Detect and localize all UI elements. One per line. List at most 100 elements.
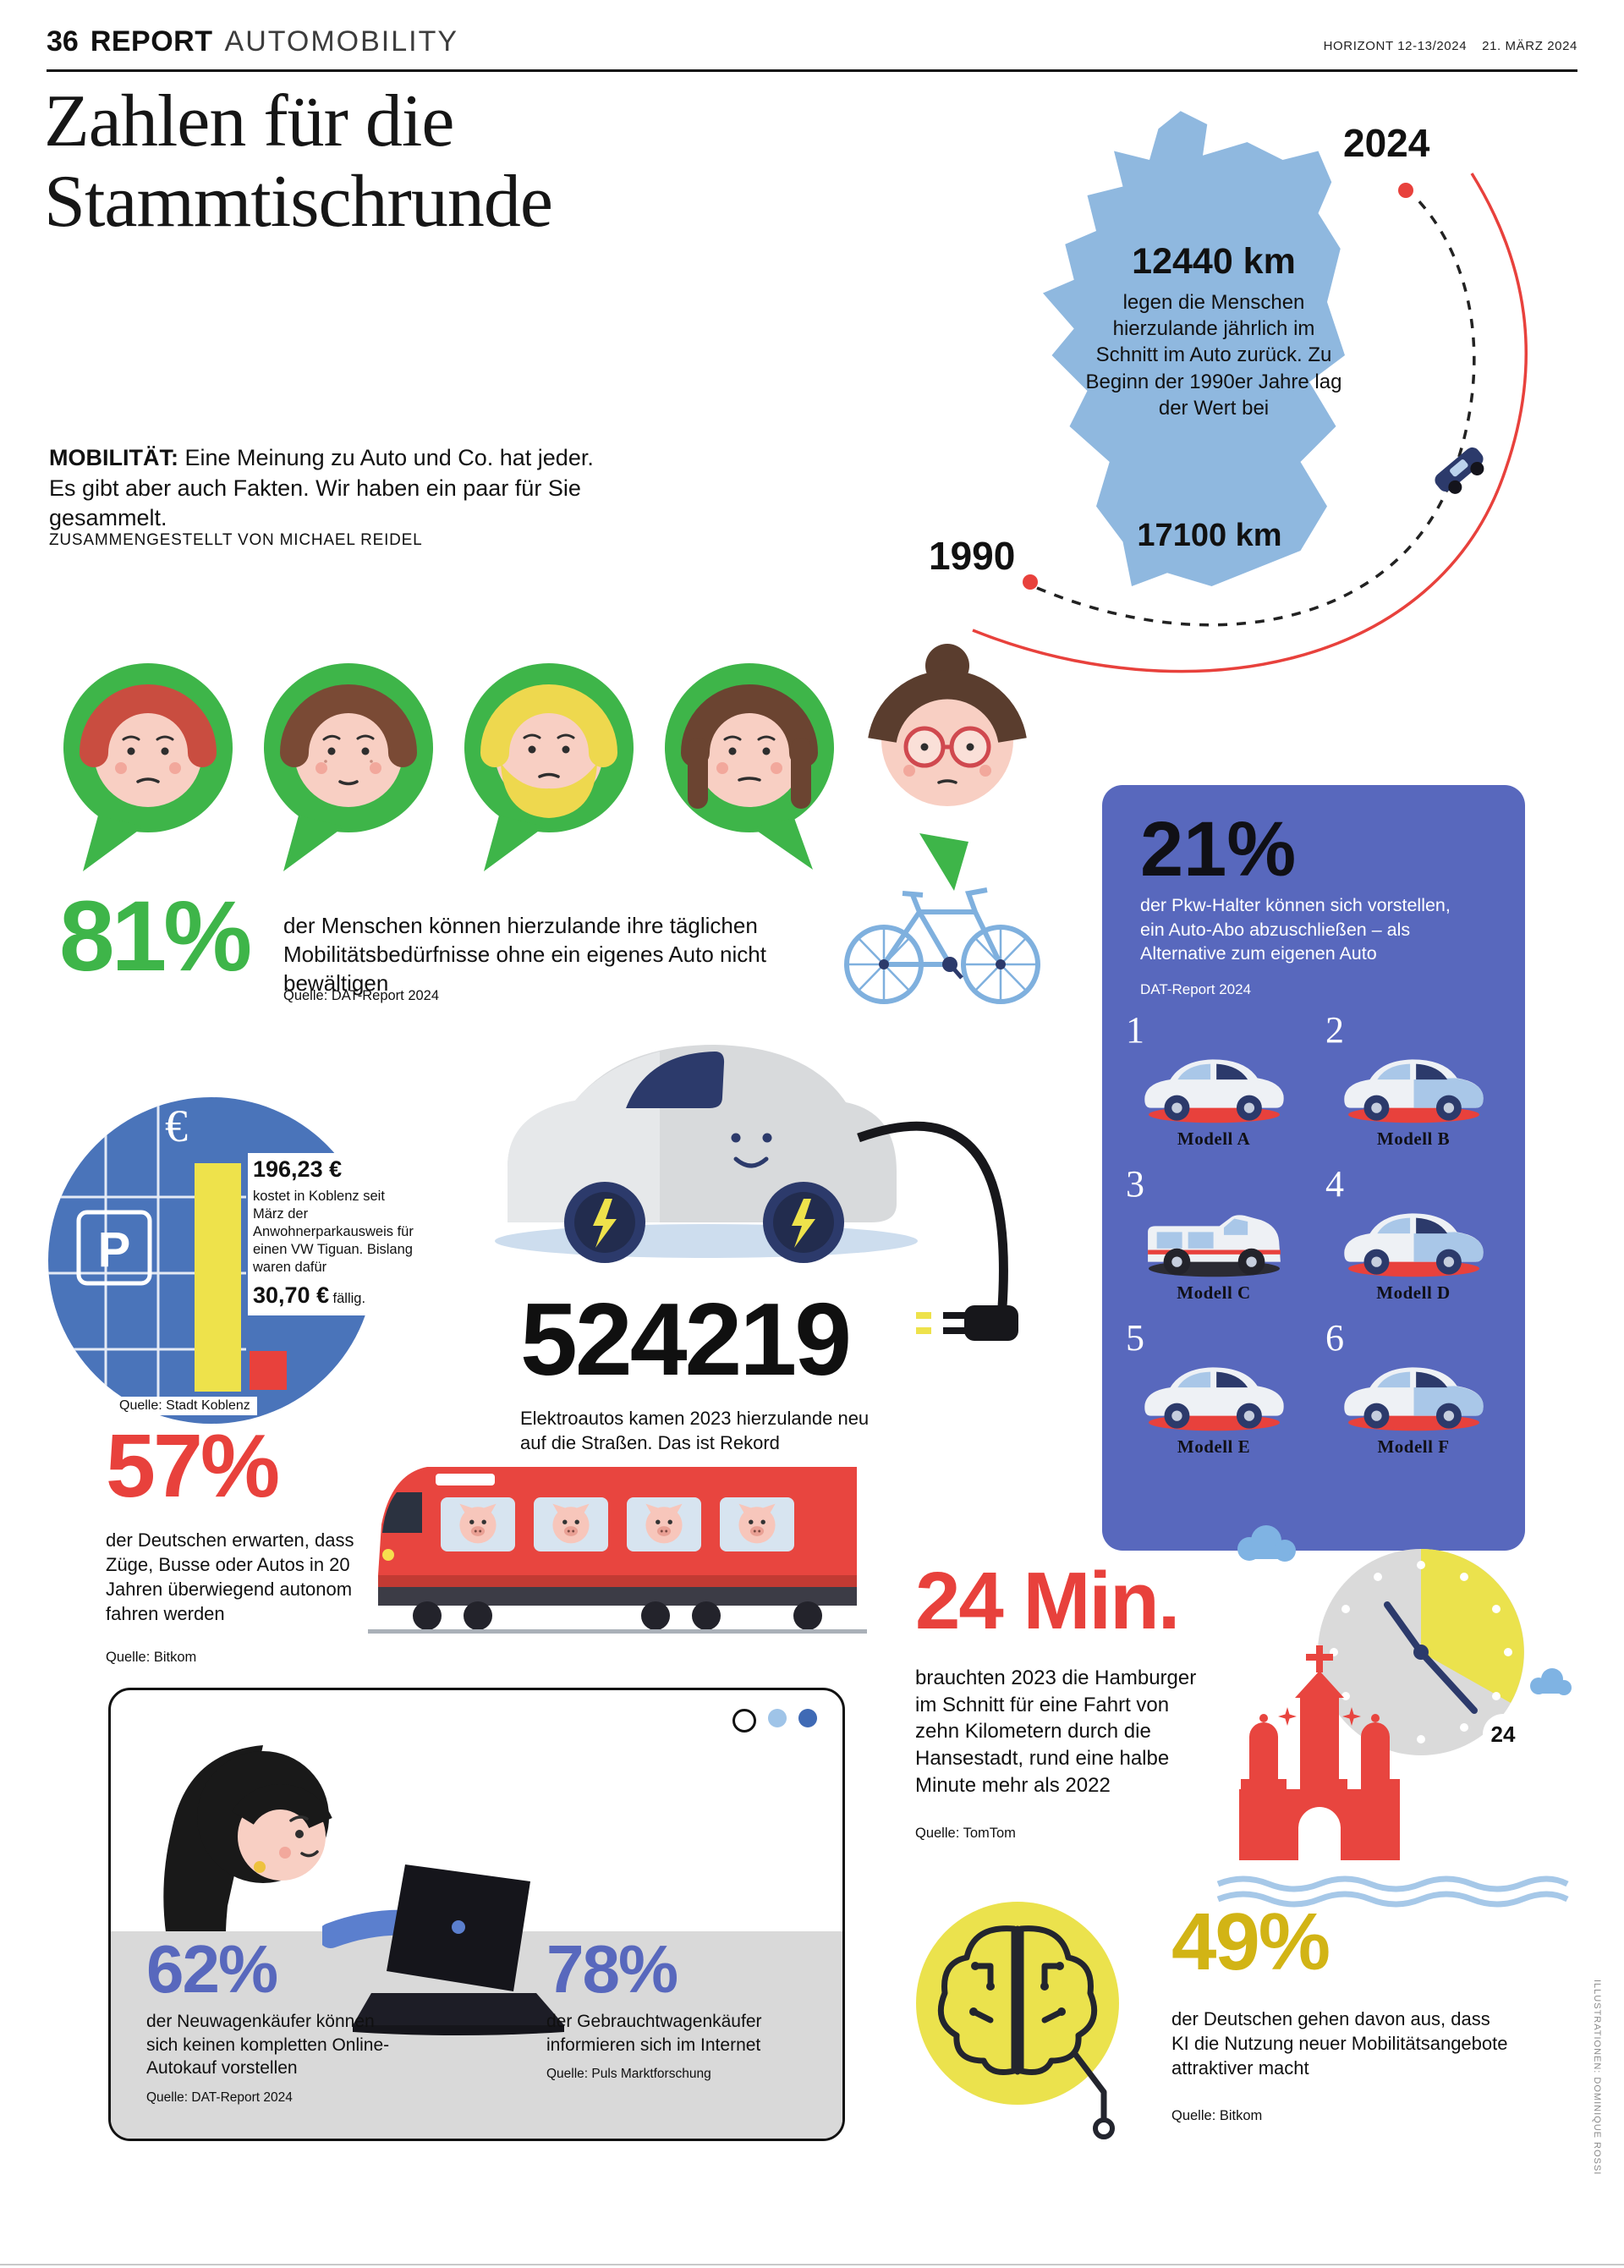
speech-bubble-face-5 <box>868 644 1027 891</box>
clock-label: 24 <box>1491 1722 1516 1747</box>
car-model-number: 3 <box>1126 1162 1144 1205</box>
small-car-icon <box>1435 447 1484 494</box>
germany-map-illustration <box>972 111 1528 673</box>
parking-suffix: fällig. <box>332 1290 366 1306</box>
header-rule <box>47 69 1577 72</box>
stat-no-car-text: der Menschen können hierzulande ihre täg… <box>283 913 766 996</box>
dot-2024 <box>1398 183 1413 198</box>
stat-hamburg-source: Quelle: TomTom <box>915 1826 1016 1841</box>
intro-line-2: Es gibt aber auch Fakten. Wir haben ein … <box>49 475 581 531</box>
car-model-label: Modell D <box>1376 1282 1451 1303</box>
car-model-cell: 4 Modell D <box>1317 1163 1510 1313</box>
stat-autonomous-text: der Deutschen erwarten, dass Züge, Busse… <box>106 1529 354 1625</box>
clock-hands <box>1384 1601 1478 1714</box>
euro-symbol: € <box>165 1101 188 1151</box>
ai-brain-illustration <box>916 1902 1119 2139</box>
car-icon <box>1136 1041 1292 1127</box>
price-bar-new <box>195 1163 241 1392</box>
germany-map-shape <box>1043 111 1345 586</box>
intro-line-1: Eine Meinung zu Auto und Co. hat jeder. <box>184 445 594 470</box>
clock-yellow-sector <box>1421 1549 1524 1703</box>
stat-online-left-text: der Neuwagenkäufer können sich keinen ko… <box>146 2012 390 2079</box>
stat-ev-text: Elektroautos kamen 2023 hierzulande neu … <box>520 1408 870 1454</box>
stat-used-car-buyers: 78% der Gebrauchtwagenkäufer informieren… <box>546 1936 800 2082</box>
stat-abo-value: 21% <box>1140 806 1297 892</box>
car-model-cell: 3 Modell C <box>1117 1162 1310 1313</box>
browser-dot-blue <box>798 1709 817 1727</box>
page-number: 36 <box>47 25 79 58</box>
car-model-number: 2 <box>1325 1008 1344 1051</box>
byline: ZUSAMMENGESTELLT VON MICHAEL REIDEL <box>49 531 423 549</box>
speech-bubble-face-3 <box>464 663 634 871</box>
car-model-cell: 2 Modell B <box>1317 1008 1510 1159</box>
red-arc <box>972 173 1528 673</box>
page-title: Zahlen für die Stammtischrunde <box>44 80 553 242</box>
issue-date: 21. MÄRZ 2024 <box>1482 39 1577 53</box>
hamburg-castle-icon <box>1239 1645 1400 1860</box>
car-icon <box>1336 1194 1492 1281</box>
car-model-number: 1 <box>1126 1008 1144 1051</box>
car-model-cell: 1 Modell A <box>1117 1008 1310 1159</box>
stat-ki-value: 49% <box>1171 1897 1330 1987</box>
price-bar-old <box>250 1351 287 1390</box>
car-model-grid: 1 Modell A 2 Modell B 3 Modell C 4 Model… <box>1117 1008 1510 1467</box>
car-model-label: Modell B <box>1376 1128 1451 1149</box>
parking-p-sign: P <box>98 1222 131 1277</box>
stat-autonomous-value: 57% <box>106 1416 280 1516</box>
parking-value-old: 30,70 € <box>253 1282 330 1308</box>
browser-dot-lightblue <box>768 1709 787 1727</box>
stat-ev-value: 524219 <box>520 1282 852 1397</box>
van-icon <box>1136 1194 1292 1281</box>
car-model-label: Modell A <box>1177 1128 1251 1149</box>
speech-bubble-face-2 <box>264 663 433 871</box>
train-illustration <box>368 1467 867 1634</box>
title-line-1: Zahlen für die <box>44 80 454 162</box>
dot-1990 <box>1023 574 1038 590</box>
browser-dot-outline <box>732 1709 756 1733</box>
section-title: REPORT <box>90 25 213 58</box>
cloud-icon <box>1237 1525 1572 1695</box>
stat-online-left-source: Quelle: DAT-Report 2024 <box>146 2090 293 2106</box>
stat-autonomous-source: Quelle: Bitkom <box>106 1650 197 1665</box>
laptop-illustration <box>353 1864 564 2035</box>
parking-text: kostet in Koblenz seit März der Anwohner… <box>253 1189 414 1276</box>
stat-online-right-source: Quelle: Puls Marktforschung <box>546 2067 711 2082</box>
browser-dots <box>732 1709 817 1733</box>
stat-abo-text: der Pkw-Halter können sich vorstellen, e… <box>1140 895 1451 964</box>
issue-label: HORIZONT 12-13/2024 <box>1323 39 1468 53</box>
intro-paragraph: MOBILITÄT: Eine Meinung zu Auto und Co. … <box>49 443 641 534</box>
parking-source: Quelle: Stadt Koblenz <box>112 1397 257 1415</box>
car-model-cell: 6 Modell F <box>1317 1316 1510 1467</box>
km-description: legen die Menschen hierzulande jährlich … <box>1085 291 1342 420</box>
km-value-1990: 17100 km <box>1137 518 1282 553</box>
stat-abo-source: DAT-Report 2024 <box>1140 980 1252 997</box>
car-model-label: Modell F <box>1377 1436 1450 1457</box>
water-waves <box>1216 1875 1569 1908</box>
stat-new-car-buyers: 62% der Neuwagenkäufer können sich keine… <box>146 1936 400 2106</box>
parking-text-box: 196,23 € kostet in Koblenz seit März der… <box>248 1153 424 1315</box>
stat-ki-text: der Deutschen gehen davon aus, dass KI d… <box>1171 2008 1508 2079</box>
car-model-number: 6 <box>1325 1316 1344 1359</box>
car-icon <box>1136 1348 1292 1435</box>
car-model-label: Modell E <box>1177 1436 1251 1457</box>
speech-bubble-face-1 <box>63 663 233 871</box>
issue-info: HORIZONT 12-13/2024 21. MÄRZ 2024 <box>1324 39 1577 53</box>
stat-ki-source: Quelle: Bitkom <box>1171 2108 1263 2123</box>
car-model-cell: 5 Modell E <box>1117 1316 1310 1467</box>
electric-car-illustration <box>495 1045 1018 1341</box>
stat-online-right-value: 78% <box>546 1931 678 2007</box>
car-model-number: 5 <box>1126 1316 1144 1359</box>
map-year-1990: 1990 <box>929 534 1016 578</box>
stat-hamburg-text: brauchten 2023 die Hamburger im Schnitt … <box>915 1667 1197 1797</box>
stat-hamburg-value: 24 Min. <box>915 1556 1180 1646</box>
kicker-label: MOBILITÄT: <box>49 445 178 470</box>
section-topic: AUTOMOBILITY <box>224 25 459 58</box>
car-icon <box>1336 1348 1492 1435</box>
car-model-label: Modell C <box>1177 1282 1251 1303</box>
speech-bubble-face-4 <box>665 663 834 870</box>
bicycle-icon <box>844 887 1040 1004</box>
car-icon <box>1336 1041 1492 1127</box>
online-shopping-card: 62% der Neuwagenkäufer können sich keine… <box>108 1688 845 2141</box>
km-value-2024: 12440 km <box>1132 241 1296 282</box>
